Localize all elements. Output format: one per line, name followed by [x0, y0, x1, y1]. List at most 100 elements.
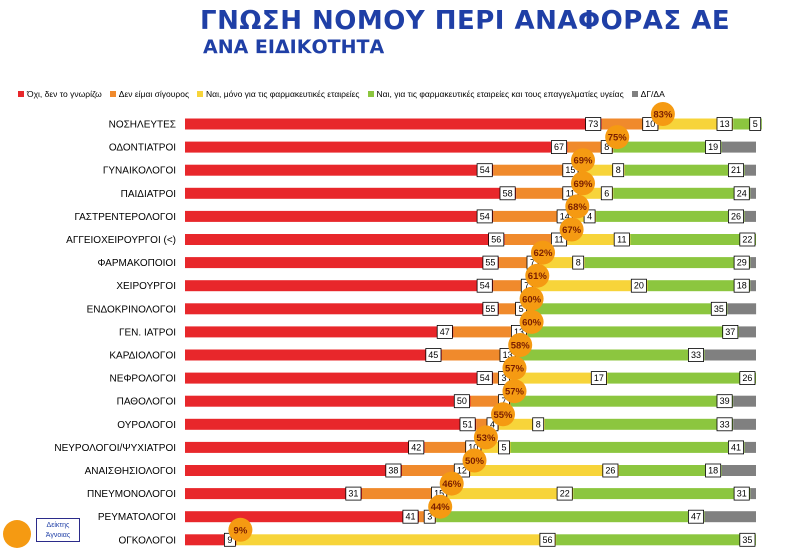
bar-segment-0 — [185, 118, 602, 130]
bar-segment-3 — [596, 210, 745, 222]
value-label-box — [476, 209, 493, 224]
value-label: 7 — [530, 258, 535, 268]
value-label-box — [482, 255, 499, 270]
value-label: 6 — [604, 188, 609, 198]
value-label: 5 — [753, 119, 758, 129]
value-label-box — [613, 232, 630, 247]
value-label-box — [488, 232, 505, 247]
bar-segment-4 — [704, 349, 756, 361]
value-label: 13 — [503, 350, 513, 360]
bar-segment-3 — [613, 187, 751, 199]
bar-segment-1 — [504, 234, 568, 245]
ignorance-index-bubble — [473, 425, 498, 450]
value-label: 20 — [634, 281, 644, 291]
bar-segment-3 — [619, 465, 722, 476]
value-label: 35 — [714, 304, 724, 314]
ignorance-index-bubble — [508, 333, 533, 357]
chart-subtitle: ΑΝΑ ΕΙΔΙΚΟΤΗΤΑ — [203, 36, 385, 58]
bar-segment-3 — [733, 118, 762, 130]
value-label: 42 — [411, 442, 421, 452]
bar-segment-4 — [727, 303, 757, 315]
value-label-box — [572, 255, 585, 270]
ignorance-index-bubble — [228, 517, 253, 542]
value-label: 47 — [691, 512, 701, 522]
value-label: 54 — [480, 165, 490, 175]
value-label-box — [739, 232, 756, 247]
legend-label-0: Όχι, δεν το γνωρίζω — [27, 89, 102, 99]
value-label-box — [585, 117, 602, 131]
category-label: ΓΑΣΤΡΕΝΤΕΡΟΛΟΓΟΙ — [75, 212, 176, 223]
value-label: 10 — [468, 442, 478, 452]
value-label: 54 — [480, 373, 490, 383]
value-label-box — [539, 532, 556, 547]
ignorance-index-label: 57% — [505, 364, 525, 375]
value-label: 8 — [616, 165, 621, 175]
value-label-box — [733, 278, 750, 293]
value-label: 33 — [720, 419, 730, 429]
category-label: ΝΟΣΗΛΕΥΤΕΣ — [109, 120, 176, 131]
bar-segment-0 — [185, 395, 471, 407]
value-label-box — [425, 348, 442, 362]
category-label: ΓΥΝΑΙΚΟΛΟΓΟΙ — [103, 166, 176, 177]
value-label-box — [453, 394, 470, 409]
bar-segment-2 — [470, 465, 619, 476]
bar-segment-1 — [499, 303, 528, 315]
value-label-box — [716, 417, 733, 432]
category-label: ΚΑΡΔΙΟΛΟΓΟΙ — [109, 351, 176, 362]
chart-legend: Όχι, δεν το γνωρίζω Δεν είμαι σίγουρος Ναι… — [18, 89, 788, 99]
bar-segment-4 — [744, 210, 756, 222]
bar-segment-4 — [721, 465, 756, 476]
value-label: 56 — [542, 535, 552, 545]
category-label: ΝΕΥΡΟΛΟΓΟΙ/ΨΥΧΙΑΤΡΟΙ — [54, 443, 176, 454]
bar-segment-4 — [750, 257, 756, 269]
value-label: 22 — [742, 235, 752, 245]
value-label: 22 — [560, 489, 570, 499]
bar-segment-0 — [185, 164, 494, 176]
bar-segment-2 — [539, 257, 585, 269]
value-label-box — [499, 186, 516, 201]
legend-label-3: Ναι, για τις φαρμακευτικές εταιρείες και… — [376, 89, 624, 99]
bar-segment-0 — [185, 187, 517, 199]
ignorance-index-key-icon — [3, 520, 31, 548]
category-label: ΟΥΡΟΛΟΓΟΙ — [117, 420, 176, 431]
value-label: 7 — [501, 396, 506, 406]
ignorance-index-label: 75% — [608, 133, 628, 144]
value-label-box — [716, 394, 733, 409]
value-label-box — [602, 463, 619, 478]
bar-segment-0 — [185, 303, 500, 315]
value-label-box — [583, 209, 596, 224]
value-label-box — [476, 278, 493, 293]
category-label: ΟΓΚΟΛΟΓΟΙ — [118, 535, 176, 546]
bar-segment-2 — [510, 372, 608, 384]
bar-segment-0 — [185, 326, 454, 338]
value-label: 17 — [594, 373, 604, 383]
bar-segment-2 — [481, 441, 511, 453]
value-label: 18 — [708, 466, 718, 476]
bar-segment-2 — [236, 534, 557, 546]
bar-segment-2 — [567, 234, 631, 245]
value-label: 10 — [645, 119, 655, 129]
value-label: 19 — [708, 142, 718, 152]
value-label-box — [733, 186, 750, 201]
ignorance-index-bubble — [531, 240, 555, 265]
value-label: 47 — [440, 327, 450, 337]
ignorance-index-label: 55% — [493, 410, 513, 421]
value-label: 39 — [720, 396, 730, 406]
category-label: ΑΝΑΙΣΘΗΣΙΟΛΟΓΟΙ — [85, 466, 176, 477]
value-label: 41 — [405, 512, 415, 522]
value-label: 8 — [604, 142, 609, 152]
ignorance-index-bubble — [650, 102, 675, 126]
ignorance-index-label: 69% — [573, 179, 593, 190]
value-label-box — [612, 163, 625, 178]
value-label-box — [385, 463, 402, 478]
value-label: 56 — [491, 235, 501, 245]
bar-segment-1 — [362, 488, 448, 500]
ignorance-index-label: 83% — [653, 110, 673, 121]
value-label: 37 — [725, 327, 735, 337]
category-label: ΕΝΔΟΚΡΙΝΟΛΟΓΟΙ — [87, 304, 176, 315]
ignorance-index-label: 60% — [522, 294, 542, 305]
ignorance-index-bubble — [502, 356, 527, 381]
title-block: ΓΝΩΣΗ ΝΟΜΟΥ ΠΕΡΙ ΑΝΑΦΟΡΑΣ ΑΕ ΑΝΑ ΕΙΔΙΚΟΤ… — [200, 6, 730, 58]
value-label: 26 — [605, 466, 615, 476]
value-label-box — [556, 486, 573, 501]
